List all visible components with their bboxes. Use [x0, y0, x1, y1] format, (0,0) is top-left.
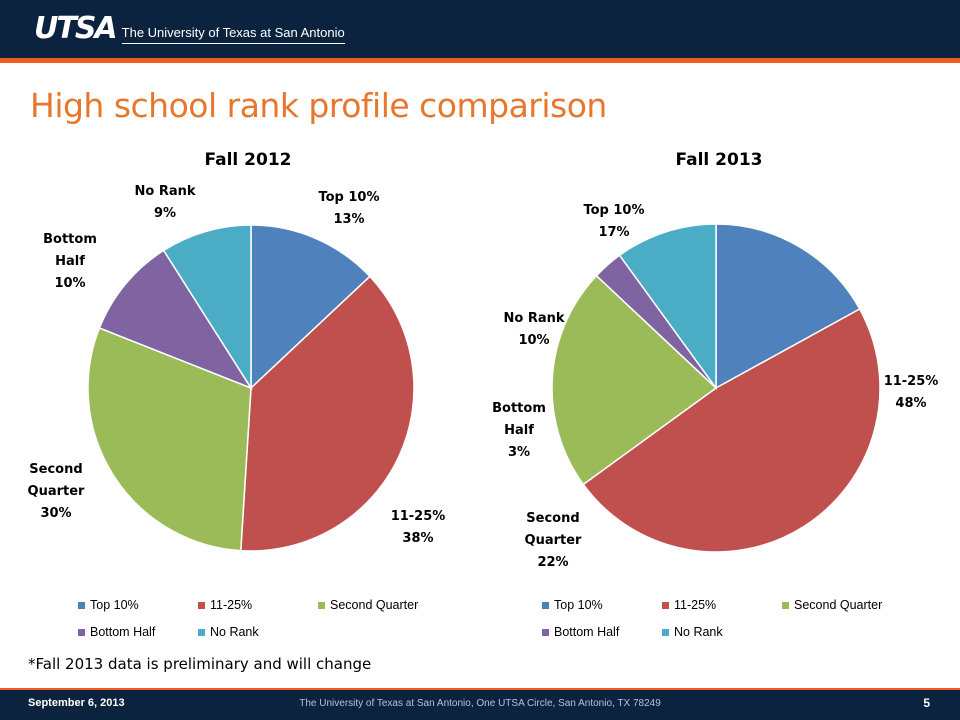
legend-label: No Rank — [674, 625, 723, 639]
slice-label-line: 11-25% — [883, 374, 939, 389]
slice-label-line: 17% — [598, 225, 630, 240]
legend-label: 11-25% — [674, 598, 717, 612]
page-number: 5 — [923, 696, 930, 710]
footer-accent-rule — [0, 688, 960, 690]
legend-label: Second Quarter — [330, 598, 419, 612]
pie-slice-top-10 — [250, 224, 371, 390]
legend-label: Bottom Half — [90, 625, 156, 639]
slice-label-11-25: 11-25% 38% — [391, 506, 446, 550]
page-title: High school rank profile comparison — [30, 86, 607, 125]
slice-label-line: 9% — [153, 206, 177, 221]
legend-item-top-10: Top 10% — [78, 598, 139, 612]
legend-item-11-25: 11-25% — [198, 598, 252, 612]
slice-label-second-quarter: Second Quarter 22% — [525, 508, 582, 574]
legend-item-11-25: 11-25% — [662, 598, 716, 612]
slice-label-line: 38% — [402, 531, 434, 546]
legend-item-second-quarter: Second Quarter — [782, 598, 882, 612]
slice-label-line: 30% — [40, 506, 72, 521]
slice-label-line: Top 10% — [583, 203, 645, 218]
legend-swatch — [662, 628, 669, 636]
slice-label-bottom-half: Bottom Half 3% — [492, 398, 546, 464]
legend-swatch — [318, 601, 325, 609]
logo-mark: UTSA — [34, 11, 118, 46]
slice-label-line: Top 10% — [318, 190, 380, 205]
pie-slice-no-rank — [618, 223, 717, 391]
legend-swatch — [198, 601, 205, 609]
pie-slice-11-25 — [582, 307, 881, 553]
slice-label-line: Second — [526, 511, 580, 526]
header-accent-rule — [0, 58, 960, 63]
slice-label-11-25: 11-25% 48% — [884, 371, 939, 415]
slice-label-line: Quarter — [524, 533, 582, 548]
legend-swatch — [662, 601, 669, 609]
slice-label-second-quarter: Second Quarter 30% — [28, 459, 85, 525]
pie-slice-bottom-half — [98, 249, 253, 390]
footer-address: The University of Texas at San Antonio, … — [299, 698, 661, 709]
pie-slice-second-quarter — [87, 327, 252, 552]
legend-swatch — [782, 601, 789, 609]
legend-swatch — [78, 628, 85, 636]
slice-label-line: 3% — [507, 445, 531, 460]
pie-slice-top-10 — [715, 223, 861, 390]
slice-label-line: 48% — [895, 396, 927, 411]
footer-date: September 6, 2013 — [28, 697, 125, 709]
legend-item-no-rank: No Rank — [662, 625, 723, 639]
pie-slice-no-rank — [162, 224, 252, 391]
legend-swatch — [542, 628, 549, 636]
slice-label-line: Half — [504, 423, 534, 438]
slice-label-line: No Rank — [134, 184, 196, 199]
slice-label-line: 10% — [54, 276, 86, 291]
slice-label-line: 10% — [518, 333, 550, 348]
chart-title-fall-2012: Fall 2012 — [204, 150, 292, 170]
slice-label-top-10: Top 10% 17% — [583, 200, 644, 244]
legend-item-bottom-half: Bottom Half — [78, 625, 155, 639]
pie-slice-11-25 — [239, 275, 415, 552]
legend-swatch — [542, 601, 549, 609]
slice-label-no-rank: No Rank 10% — [503, 308, 564, 352]
legend-item-bottom-half: Bottom Half — [542, 625, 619, 639]
legend-label: Top 10% — [90, 598, 139, 612]
legend-item-top-10: Top 10% — [542, 598, 603, 612]
slice-label-top-10: Top 10% 13% — [318, 187, 379, 231]
pie-charts — [87, 223, 881, 553]
pie-fall-2012 — [87, 224, 415, 552]
slice-label-bottom-half: Bottom Half 10% — [43, 229, 97, 295]
legend-label: No Rank — [210, 625, 259, 639]
slice-label-line: 11-25% — [390, 509, 446, 524]
slice-label-line: Half — [55, 254, 85, 269]
preliminary-note: *Fall 2013 data is preliminary and will … — [28, 655, 372, 673]
slice-label-no-rank: No Rank 9% — [134, 181, 195, 225]
legend-label: 11-25% — [210, 598, 253, 612]
legend-item-no-rank: No Rank — [198, 625, 259, 639]
slice-label-line: Bottom — [43, 232, 97, 247]
slice-label-line: 22% — [537, 555, 569, 570]
pie-fall-2013 — [551, 223, 881, 553]
logo-text: The University of Texas at San Antonio — [121, 25, 345, 44]
footer-bar — [0, 688, 960, 720]
legend-swatch — [78, 601, 85, 609]
legend-swatch — [198, 628, 205, 636]
legend-label: Second Quarter — [794, 598, 883, 612]
slice-label-line: Second — [29, 462, 83, 477]
legend-label: Bottom Half — [554, 625, 620, 639]
chart-title-fall-2013: Fall 2013 — [675, 150, 763, 170]
slice-label-line: 13% — [333, 212, 365, 227]
legend-item-second-quarter: Second Quarter — [318, 598, 418, 612]
header-bar — [0, 0, 960, 58]
utsa-logo: UTSA The University of Texas at San Anto… — [34, 10, 345, 44]
slice-label-line: Bottom — [492, 401, 546, 416]
legend-label: Top 10% — [554, 598, 603, 612]
pie-slice-second-quarter — [551, 274, 718, 486]
slice-label-line: Quarter — [27, 484, 85, 499]
slice-label-line: No Rank — [503, 311, 565, 326]
